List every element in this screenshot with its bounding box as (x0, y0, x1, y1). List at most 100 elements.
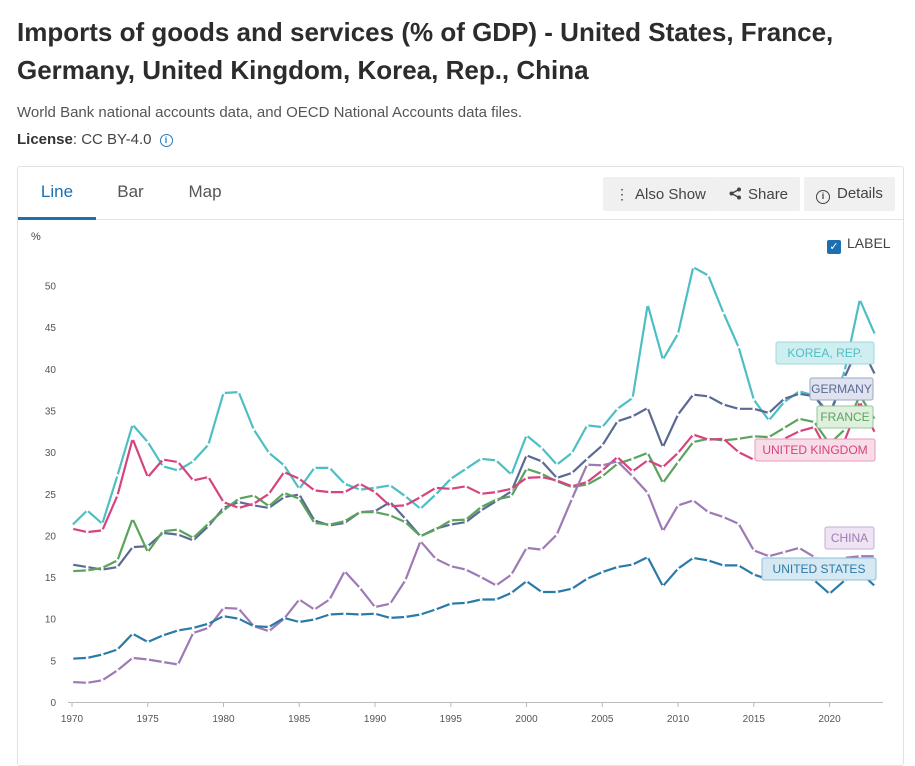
series-label-united-kingdom: UNITED KINGDOM (762, 443, 867, 457)
data-point-china (873, 554, 877, 558)
data-point-korea-rep (237, 390, 241, 394)
tab-bar: Line Bar Map ⋮ Also Show Share i Details (18, 167, 903, 220)
data-point-france (343, 519, 347, 523)
data-point-france (600, 474, 604, 478)
data-point-united-kingdom (373, 490, 377, 494)
data-point-germany (479, 509, 483, 512)
series-label-china: CHINA (831, 531, 868, 545)
series-line-united-states (71, 556, 876, 660)
data-point-united-states (509, 591, 513, 595)
data-point-united-kingdom (797, 429, 801, 433)
data-point-france (691, 440, 695, 444)
data-point-korea-rep (873, 333, 877, 337)
data-point-united-kingdom (206, 475, 210, 479)
also-show-button[interactable]: ⋮ Also Show (603, 177, 718, 211)
data-point-china (373, 605, 377, 609)
info-icon[interactable]: i (159, 134, 173, 147)
also-show-label: Also Show (635, 186, 706, 203)
data-point-china (100, 678, 104, 682)
data-point-france (752, 434, 756, 438)
data-point-china (722, 515, 725, 519)
data-point-germany (297, 493, 301, 496)
data-point-germany (116, 565, 119, 569)
data-point-united-kingdom (812, 425, 816, 429)
data-point-united-kingdom (343, 490, 347, 494)
data-point-korea-rep (116, 474, 119, 477)
data-point-china (146, 658, 150, 661)
data-point-france (388, 514, 392, 517)
data-point-korea-rep (297, 487, 301, 491)
data-point-united-kingdom (358, 482, 362, 486)
data-point-united-kingdom (676, 451, 680, 455)
data-point-korea-rep (373, 486, 377, 490)
data-point-united-kingdom (570, 484, 574, 488)
data-point-france (191, 536, 195, 540)
label-toggle[interactable]: ✓ LABEL (827, 235, 891, 254)
series-label-united-states: UNITED STATES (773, 562, 866, 576)
data-point-korea-rep (843, 369, 847, 372)
details-label: Details (837, 185, 883, 202)
data-point-united-kingdom (464, 484, 468, 488)
data-point-korea-rep (858, 298, 862, 302)
data-point-germany (464, 520, 468, 524)
data-point-germany (616, 419, 619, 423)
y-tick-label: 5 (50, 656, 56, 667)
x-tick-label: 2015 (743, 714, 766, 725)
data-point-united-kingdom (222, 500, 225, 504)
details-button[interactable]: i Details (804, 177, 895, 211)
data-point-united-states (358, 613, 362, 616)
data-point-korea-rep (494, 459, 498, 462)
data-point-germany (176, 533, 180, 536)
data-point-china (131, 656, 135, 660)
share-button[interactable]: Share (717, 177, 801, 211)
share-icon (729, 177, 742, 211)
data-point-korea-rep (161, 464, 165, 468)
data-point-united-states (494, 598, 498, 601)
data-point-france (100, 566, 104, 570)
data-point-china (782, 550, 786, 554)
data-point-korea-rep (222, 391, 225, 395)
series-label-korea-rep: KOREA, REP. (787, 346, 862, 360)
data-point-france (661, 481, 665, 485)
tab-bar-chart[interactable]: Bar (117, 182, 144, 201)
tab-line[interactable]: Line (18, 167, 96, 220)
x-tick-label: 2005 (591, 714, 614, 725)
series-line-germany (71, 342, 876, 571)
page-title: Imports of goods and services (% of GDP)… (17, 17, 834, 85)
data-point-germany (555, 476, 559, 480)
data-point-france (631, 457, 634, 461)
data-point-united-states (206, 622, 210, 626)
data-point-france (297, 497, 301, 501)
data-point-germany (646, 406, 650, 410)
data-point-united-states (434, 608, 438, 611)
data-point-united-kingdom (267, 492, 271, 496)
data-point-korea-rep (419, 507, 422, 511)
data-point-united-states (237, 617, 241, 621)
series-line-korea-rep (71, 266, 877, 527)
data-point-china (691, 499, 695, 502)
license-value: : CC BY-4.0 (72, 131, 152, 148)
data-point-united-states (706, 558, 710, 562)
data-point-united-states (661, 584, 665, 588)
series-label-france: FRANCE (820, 410, 869, 424)
data-point-korea-rep (737, 345, 741, 349)
data-point-korea-rep (403, 494, 407, 498)
data-point-germany (191, 538, 195, 542)
data-point-united-kingdom (282, 470, 286, 474)
data-point-united-states (191, 626, 195, 630)
data-point-united-kingdom (661, 465, 665, 469)
data-point-united-kingdom (646, 459, 650, 462)
data-point-korea-rep (328, 466, 331, 470)
data-point-united-kingdom (585, 480, 589, 484)
data-point-china (419, 539, 422, 543)
data-point-china (116, 668, 119, 672)
tab-map[interactable]: Map (188, 182, 222, 201)
data-point-france (797, 417, 801, 421)
checkbox-icon[interactable]: ✓ (827, 240, 841, 254)
data-point-china (267, 629, 271, 633)
data-point-china (752, 548, 756, 552)
data-point-france (419, 534, 422, 538)
data-point-france (812, 420, 816, 424)
data-point-united-kingdom (313, 489, 316, 492)
data-point-korea-rep (85, 509, 89, 512)
